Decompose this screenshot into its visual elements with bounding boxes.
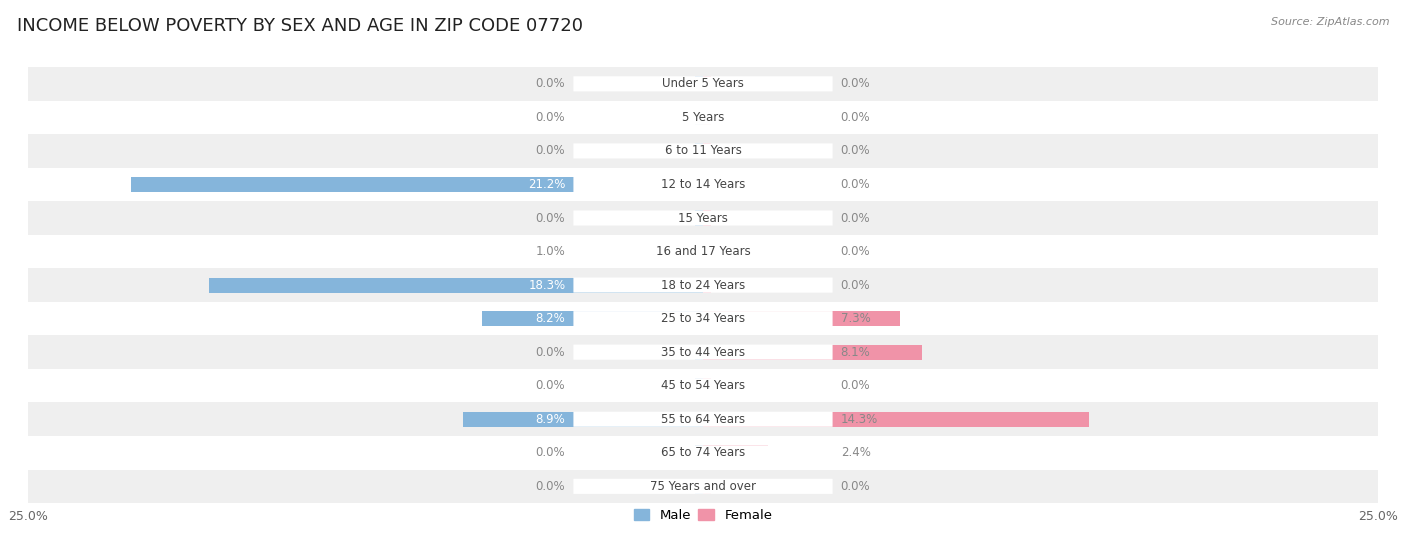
Text: Under 5 Years: Under 5 Years	[662, 77, 744, 91]
Text: 12 to 14 Years: 12 to 14 Years	[661, 178, 745, 191]
Bar	[28, 67, 1378, 101]
FancyBboxPatch shape	[574, 177, 832, 192]
Text: 0.0%: 0.0%	[536, 379, 565, 392]
Text: 65 to 74 Years: 65 to 74 Years	[661, 446, 745, 459]
Bar	[28, 201, 1378, 235]
Bar	[703, 479, 711, 494]
Text: 8.1%: 8.1%	[841, 345, 870, 359]
Text: 18.3%: 18.3%	[529, 278, 565, 292]
Text: 6 to 11 Years: 6 to 11 Years	[665, 144, 741, 158]
Bar	[703, 110, 711, 125]
FancyBboxPatch shape	[574, 210, 832, 225]
FancyBboxPatch shape	[574, 411, 832, 427]
Bar	[209, 277, 703, 292]
Text: 45 to 54 Years: 45 to 54 Years	[661, 379, 745, 392]
Text: 0.0%: 0.0%	[536, 480, 565, 493]
Text: INCOME BELOW POVERTY BY SEX AND AGE IN ZIP CODE 07720: INCOME BELOW POVERTY BY SEX AND AGE IN Z…	[17, 17, 583, 35]
Text: 0.0%: 0.0%	[841, 480, 870, 493]
FancyBboxPatch shape	[574, 244, 832, 259]
Bar	[703, 411, 1090, 427]
Text: 55 to 64 Years: 55 to 64 Years	[661, 413, 745, 426]
Bar	[703, 177, 711, 192]
Text: 0.0%: 0.0%	[841, 379, 870, 392]
Bar	[28, 101, 1378, 134]
Text: 35 to 44 Years: 35 to 44 Years	[661, 345, 745, 359]
Bar	[695, 144, 703, 159]
Text: 5 Years: 5 Years	[682, 111, 724, 124]
Text: 16 and 17 Years: 16 and 17 Years	[655, 245, 751, 258]
Bar	[695, 344, 703, 360]
Text: 0.0%: 0.0%	[841, 77, 870, 91]
FancyBboxPatch shape	[574, 143, 832, 159]
Text: 21.2%: 21.2%	[527, 178, 565, 191]
Bar	[28, 268, 1378, 302]
Bar	[28, 235, 1378, 268]
Text: 0.0%: 0.0%	[536, 211, 565, 225]
Bar	[28, 335, 1378, 369]
Bar	[695, 110, 703, 125]
Text: 0.0%: 0.0%	[841, 111, 870, 124]
Text: 25 to 34 Years: 25 to 34 Years	[661, 312, 745, 325]
FancyBboxPatch shape	[574, 344, 832, 360]
Bar	[28, 168, 1378, 201]
Text: 75 Years and over: 75 Years and over	[650, 480, 756, 493]
Bar	[482, 311, 703, 326]
Text: 0.0%: 0.0%	[841, 211, 870, 225]
Text: 7.3%: 7.3%	[841, 312, 870, 325]
FancyBboxPatch shape	[574, 110, 832, 125]
Text: 8.2%: 8.2%	[536, 312, 565, 325]
Bar	[28, 369, 1378, 402]
Bar	[695, 210, 703, 225]
Text: 0.0%: 0.0%	[536, 111, 565, 124]
Text: 1.0%: 1.0%	[536, 245, 565, 258]
FancyBboxPatch shape	[574, 445, 832, 461]
Bar	[703, 76, 711, 91]
Bar	[703, 378, 711, 394]
Text: 0.0%: 0.0%	[841, 144, 870, 158]
Bar	[703, 277, 711, 292]
Legend: Male, Female: Male, Female	[628, 504, 778, 527]
FancyBboxPatch shape	[574, 311, 832, 326]
Bar	[28, 470, 1378, 503]
Bar	[703, 144, 711, 159]
Text: 0.0%: 0.0%	[536, 77, 565, 91]
Text: 0.0%: 0.0%	[841, 278, 870, 292]
Bar	[703, 311, 900, 326]
Bar	[28, 302, 1378, 335]
Bar	[695, 378, 703, 394]
Text: 0.0%: 0.0%	[536, 345, 565, 359]
Text: 14.3%: 14.3%	[841, 413, 877, 426]
Bar	[28, 402, 1378, 436]
FancyBboxPatch shape	[574, 479, 832, 494]
FancyBboxPatch shape	[574, 277, 832, 292]
Bar	[676, 244, 703, 259]
Bar	[131, 177, 703, 192]
Text: 0.0%: 0.0%	[536, 144, 565, 158]
Bar	[28, 134, 1378, 168]
Bar	[703, 244, 711, 259]
Bar	[703, 210, 711, 225]
Bar	[695, 479, 703, 494]
Text: 8.9%: 8.9%	[536, 413, 565, 426]
Text: 18 to 24 Years: 18 to 24 Years	[661, 278, 745, 292]
Bar	[463, 411, 703, 427]
Text: 2.4%: 2.4%	[841, 446, 870, 459]
Bar	[703, 445, 768, 461]
Text: Source: ZipAtlas.com: Source: ZipAtlas.com	[1271, 17, 1389, 27]
Bar	[703, 344, 922, 360]
Bar	[28, 436, 1378, 470]
Text: 15 Years: 15 Years	[678, 211, 728, 225]
Bar	[695, 76, 703, 91]
FancyBboxPatch shape	[574, 76, 832, 91]
Text: 0.0%: 0.0%	[536, 446, 565, 459]
FancyBboxPatch shape	[574, 378, 832, 394]
Text: 0.0%: 0.0%	[841, 178, 870, 191]
Text: 0.0%: 0.0%	[841, 245, 870, 258]
Bar	[695, 445, 703, 461]
